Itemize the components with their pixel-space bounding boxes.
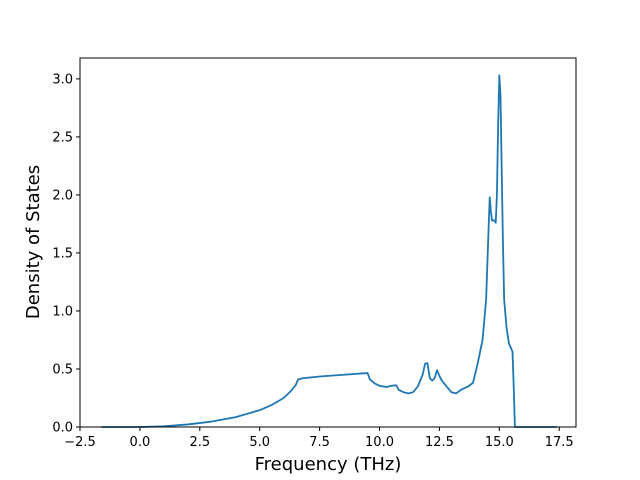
x-tick-label: 7.5 [309,435,330,450]
x-tick-label: 17.5 [545,435,574,450]
plot-frame [79,57,577,428]
x-tick-label: 10.0 [365,435,394,450]
x-tick-label: 2.5 [189,435,210,450]
y-axis-ticks: 0.0 0.5 1.0 1.5 2.0 2.5 3.0 [52,72,80,436]
x-tick-label: 5.0 [249,435,270,450]
x-tick-label: 12.5 [425,435,454,450]
y-tick-label: 3.0 [52,72,73,87]
dos-series-line [101,74,557,428]
y-axis-label: Density of States [23,165,44,319]
y-tick-label: 0.5 [52,362,73,377]
x-tick-label: −2.5 [64,435,96,450]
y-tick-label: 1.5 [52,246,73,261]
x-axis-ticks: −2.5 0.0 2.5 5.0 7.5 10.0 12.5 15.0 17.5 [64,427,574,450]
x-axis-label: Frequency (THz) [255,454,402,475]
series-layer [101,74,557,428]
y-tick-label: 2.0 [52,188,73,203]
y-tick-label: 0.0 [52,421,73,436]
x-tick-label: 15.0 [485,435,514,450]
x-tick-label: 0.0 [130,435,151,450]
y-tick-label: 2.5 [52,130,73,145]
y-tick-label: 1.0 [52,304,73,319]
